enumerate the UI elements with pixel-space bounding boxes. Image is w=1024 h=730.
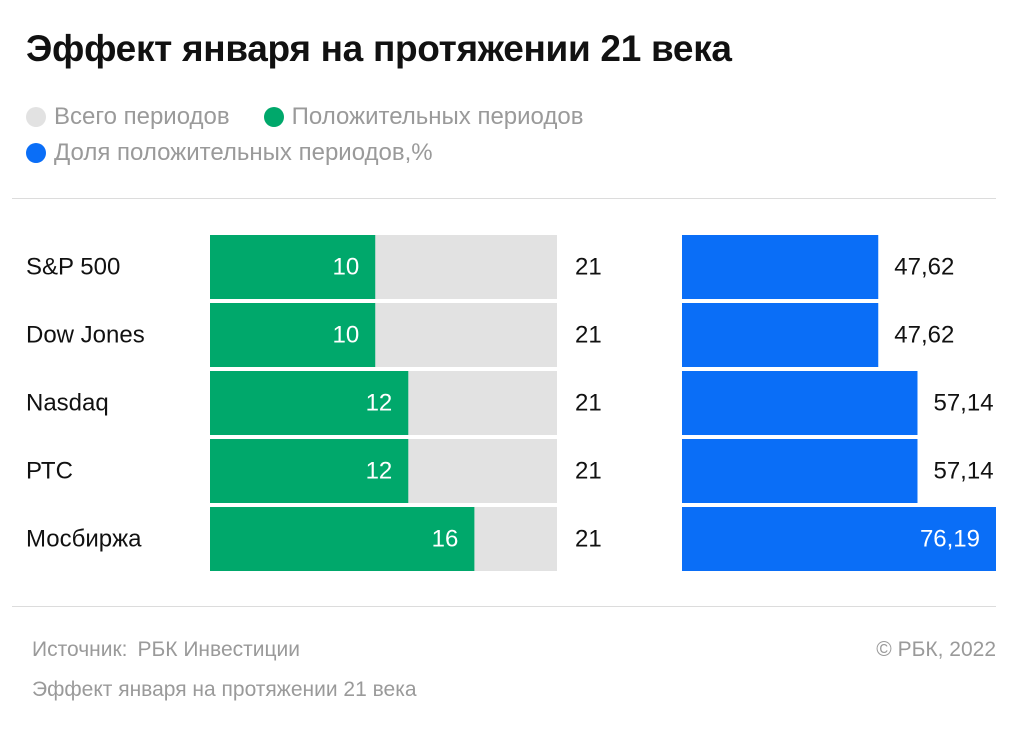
total-value-label-row-0: 21 [575,254,602,281]
positive-bar-row-2 [210,371,409,435]
share-value-label-row-1: 47,62 [894,322,954,349]
legend-label-positive: Положительных периодов [291,103,584,130]
legend-item-share: Доля положительных периодов,% [26,139,433,167]
share-value-label-row-3: 57,14 [933,458,993,485]
share-bar-row-3 [682,439,918,503]
positive-value-label-row-1: 10 [333,322,360,349]
share-bar-row-4 [682,507,996,571]
copyright: © РБК, 2022 [876,638,996,661]
legend-label-share: Доля положительных периодов,% [54,139,433,166]
share-bar-row-1 [682,303,879,367]
share-value-label-row-0: 47,62 [894,254,954,281]
category-label-row-3: РТС [26,458,73,485]
top-divider [12,198,996,199]
positive-bar-row-0 [210,235,376,299]
share-bar-row-0 [682,235,879,299]
positive-value-label-row-4: 16 [432,526,459,553]
total-value-label-row-1: 21 [575,322,602,349]
legend-second-row: Доля положительных периодов,% [26,139,467,167]
positive-value-label-row-2: 12 [366,390,393,417]
legend-dot-share [26,143,46,163]
legend-item-total: Всего периодов [26,103,230,131]
total-value-label-row-3: 21 [575,458,602,485]
positive-bar-row-4 [210,507,475,571]
category-label-row-0: S&P 500 [26,254,120,281]
positive-value-label-row-3: 12 [366,458,393,485]
bar-chart: S&P 500 10 21 47,62 Dow Jones 10 21 47,62 Nasdaq… [26,235,996,571]
category-label-row-1: Dow Jones [26,322,145,349]
legend-dot-positive [263,107,284,127]
share-value-label-row-2: 57,14 [933,390,993,417]
bottom-divider [12,606,996,607]
category-label-row-2: Nasdaq [26,390,109,417]
legend-dot-total [26,107,46,127]
category-label-row-4: Мосбиржа [26,526,142,553]
share-bar-row-2 [682,371,918,435]
positive-bar-row-3 [210,439,409,503]
total-value-label-row-4: 21 [575,526,602,553]
total-value-label-row-2: 21 [575,390,602,417]
footer-note: Эффект января на протяжении 21 века [32,678,417,701]
source-value: РБК Инвестиции [137,638,300,661]
chart-title: Эффект января на протяжении 21 века [26,28,732,69]
source-line: Источник: РБК Инвестиции [32,638,300,662]
source-label: Источник: [32,638,128,661]
legend-item-positive: Положительных периодов [263,103,584,131]
legend-label-total: Всего периодов [54,103,230,130]
share-value-label-row-4: 76,19 [920,526,980,553]
positive-bar-row-1 [210,303,376,367]
positive-value-label-row-0: 10 [333,254,360,281]
legend: Всего периодов Положительных периодов [26,103,617,131]
